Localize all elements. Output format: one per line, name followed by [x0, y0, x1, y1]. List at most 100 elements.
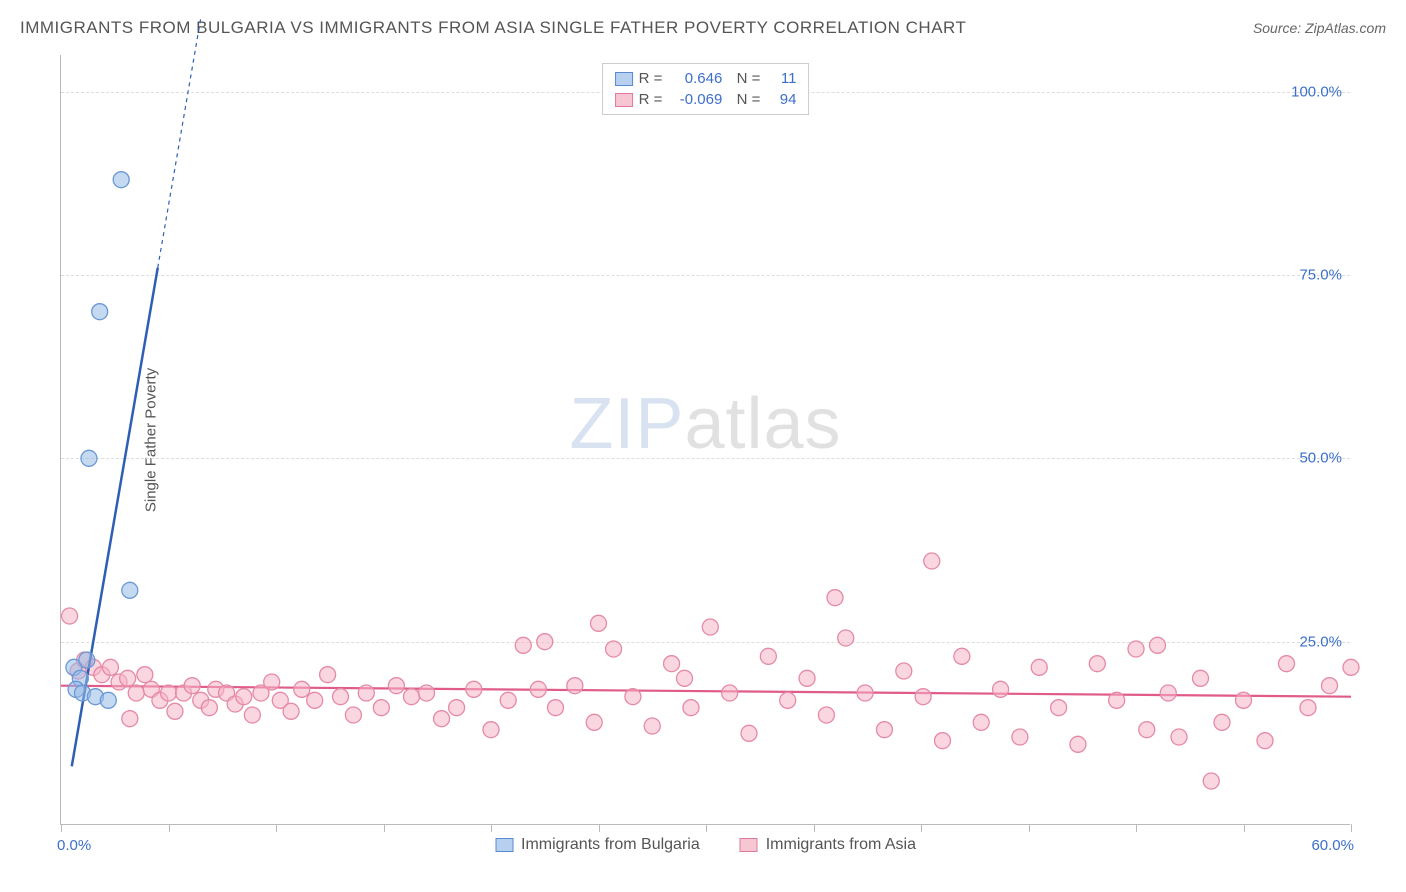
correlation-legend: R = 0.646 N = 11 R = -0.069 N = 94: [602, 63, 810, 115]
data-point-asia: [264, 674, 280, 690]
data-point-asia: [722, 685, 738, 701]
r-value-asia: -0.069: [668, 89, 722, 110]
data-point-asia: [1031, 659, 1047, 675]
data-point-asia: [1257, 733, 1273, 749]
data-point-asia: [973, 714, 989, 730]
data-point-asia: [1089, 656, 1105, 672]
r-value-bulgaria: 0.646: [668, 68, 722, 89]
data-point-asia: [483, 722, 499, 738]
legend-item-bulgaria: Immigrants from Bulgaria: [495, 836, 700, 854]
data-point-asia: [466, 681, 482, 697]
swatch-asia-icon: [615, 93, 633, 107]
data-point-asia: [760, 648, 776, 664]
swatch-bulgaria-icon: [615, 72, 633, 86]
data-point-asia: [1203, 773, 1219, 789]
data-point-asia: [702, 619, 718, 635]
data-point-asia: [128, 685, 144, 701]
data-point-asia: [373, 700, 389, 716]
data-point-asia: [515, 637, 531, 653]
x-tick: [384, 824, 385, 832]
data-point-asia: [677, 670, 693, 686]
data-point-asia: [1150, 637, 1166, 653]
x-tick: [276, 824, 277, 832]
data-point-asia: [741, 725, 757, 741]
data-point-asia: [1236, 692, 1252, 708]
data-point-asia: [591, 615, 607, 631]
data-point-asia: [236, 689, 252, 705]
data-point-asia: [434, 711, 450, 727]
data-point-asia: [780, 692, 796, 708]
plot-area: Single Father Poverty ZIPatlas 25.0%50.0…: [60, 55, 1350, 825]
data-point-bulgaria: [79, 652, 95, 668]
n-value-bulgaria: 11: [766, 68, 796, 89]
data-point-asia: [167, 703, 183, 719]
data-point-asia: [184, 678, 200, 694]
x-tick: [169, 824, 170, 832]
r-label: R =: [639, 68, 663, 89]
legend-label-asia: Immigrants from Asia: [766, 836, 916, 854]
data-point-asia: [924, 553, 940, 569]
data-point-asia: [1171, 729, 1187, 745]
data-point-asia: [1128, 641, 1144, 657]
data-point-asia: [102, 659, 118, 675]
data-point-asia: [548, 700, 564, 716]
data-point-bulgaria: [113, 172, 129, 188]
data-point-asia: [1051, 700, 1067, 716]
data-point-asia: [1193, 670, 1209, 686]
data-point-asia: [1070, 736, 1086, 752]
data-point-asia: [1139, 722, 1155, 738]
x-tick: [814, 824, 815, 832]
data-point-asia: [419, 685, 435, 701]
data-point-asia: [644, 718, 660, 734]
data-point-bulgaria: [81, 450, 97, 466]
data-point-asia: [993, 681, 1009, 697]
data-point-asia: [625, 689, 641, 705]
n-value-asia: 94: [766, 89, 796, 110]
data-point-asia: [799, 670, 815, 686]
data-point-asia: [403, 689, 419, 705]
data-point-asia: [818, 707, 834, 723]
x-tick: [1029, 824, 1030, 832]
legend-label-bulgaria: Immigrants from Bulgaria: [521, 836, 700, 854]
x-tick: [599, 824, 600, 832]
x-tick: [1244, 824, 1245, 832]
data-point-asia: [120, 670, 136, 686]
data-point-asia: [294, 681, 310, 697]
data-point-asia: [345, 707, 361, 723]
data-point-asia: [1322, 678, 1338, 694]
data-point-asia: [283, 703, 299, 719]
data-point-asia: [1012, 729, 1028, 745]
n-label: N =: [728, 89, 760, 110]
data-point-asia: [530, 681, 546, 697]
data-point-asia: [664, 656, 680, 672]
series-legend: Immigrants from Bulgaria Immigrants from…: [495, 836, 916, 854]
data-point-asia: [1343, 659, 1359, 675]
data-point-asia: [161, 685, 177, 701]
data-point-asia: [62, 608, 78, 624]
data-point-asia: [449, 700, 465, 716]
data-point-asia: [896, 663, 912, 679]
data-point-asia: [935, 733, 951, 749]
data-point-bulgaria: [122, 582, 138, 598]
trend-line-extend-bulgaria: [158, 18, 201, 267]
swatch-asia-icon: [740, 838, 758, 852]
data-point-asia: [320, 667, 336, 683]
chart-title: IMMIGRANTS FROM BULGARIA VS IMMIGRANTS F…: [20, 18, 966, 38]
data-point-asia: [954, 648, 970, 664]
data-point-asia: [201, 700, 217, 716]
data-point-asia: [244, 707, 260, 723]
correlation-legend-row-1: R = 0.646 N = 11: [615, 68, 797, 89]
r-label: R =: [639, 89, 663, 110]
x-tick: [1136, 824, 1137, 832]
swatch-bulgaria-icon: [495, 838, 513, 852]
x-tick: [921, 824, 922, 832]
data-point-asia: [388, 678, 404, 694]
data-point-asia: [122, 711, 138, 727]
data-point-asia: [876, 722, 892, 738]
data-point-asia: [1160, 685, 1176, 701]
data-point-asia: [1109, 692, 1125, 708]
data-point-asia: [857, 685, 873, 701]
data-point-asia: [586, 714, 602, 730]
x-tick: [491, 824, 492, 832]
data-point-asia: [606, 641, 622, 657]
